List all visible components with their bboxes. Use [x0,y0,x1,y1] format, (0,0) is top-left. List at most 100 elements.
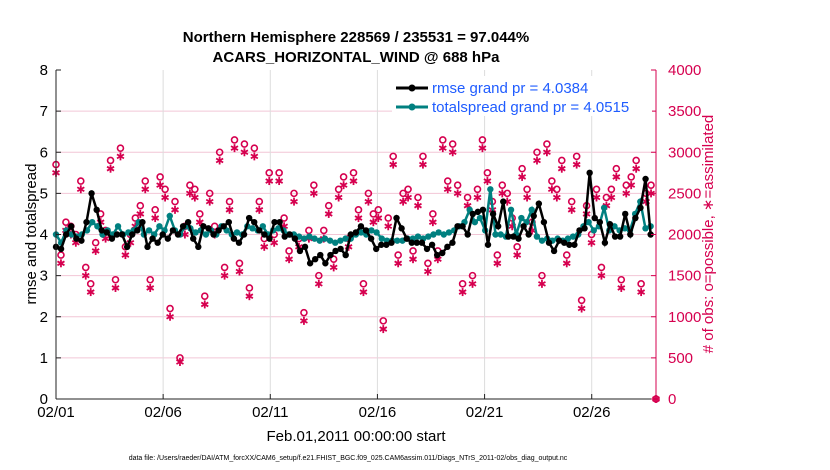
assimilated-marker [523,193,532,202]
assimilated-marker [91,246,100,255]
possible-marker [116,144,125,152]
right-tick-label: 2000 [668,227,701,244]
rmse-point [616,233,624,240]
y-axis-right-label: # of obs: o=possible, ∗=assimilated [700,115,717,354]
asterisk-stroke [414,202,422,209]
assimilated-marker [547,185,556,194]
possible-marker [448,140,457,148]
rmse-point [332,247,339,255]
rmse-point [347,231,354,238]
asterisk-stroke [116,153,125,160]
possible-marker [468,271,477,280]
possible-marker [329,255,338,263]
series-lines [52,169,654,267]
assimilated-marker [309,189,318,198]
asterisk-stroke [324,211,333,217]
possible-marker [81,263,90,272]
possible-marker [171,197,179,206]
possible-marker [622,181,631,189]
rmse-point [296,247,304,255]
rmse-point [464,231,471,238]
rmse-point [611,233,619,240]
assimilated-marker [423,267,432,276]
possible-marker [627,173,636,181]
asterisk-stroke [483,178,492,184]
spread-point [326,237,334,244]
rmse-point [220,223,227,230]
rmse-point [647,231,654,238]
y-tick-label: 5 [40,185,48,202]
rmse-point [622,210,629,218]
asterisk-stroke [552,194,561,201]
right-tick-label: 4000 [668,62,701,79]
possible-marker [389,152,397,161]
asterisk-stroke [364,198,373,205]
spread-point [440,231,448,238]
possible-marker [324,201,333,210]
rmse-point [469,210,476,218]
possible-marker [404,185,412,194]
assimilated-marker [151,214,160,223]
asterisk-stroke [399,198,408,205]
rmse-point [510,233,517,240]
asterisk-stroke [597,272,606,279]
rmse-point [149,235,156,242]
assimilated-marker [493,259,502,268]
rmse-point [428,241,436,248]
possible-marker [612,164,621,173]
spread-point [569,233,577,240]
asterisk-stroke [468,281,477,287]
rmse-point [372,245,380,253]
possible-marker [265,169,274,177]
assimilated-marker [230,144,239,153]
rmse-point [327,251,334,259]
spread-point [373,229,380,236]
rmse-point [301,243,309,251]
asterisk-stroke [409,256,417,262]
legend-spread-marker [408,103,416,111]
rmse-point [576,227,583,234]
rmse-point [408,239,415,246]
right-tick-label: 3000 [668,144,701,161]
right-tick-label: 500 [668,350,693,367]
rmse-point [388,239,395,246]
y-tick-label: 6 [40,144,48,161]
asterisk-stroke [349,178,358,184]
asterisk-stroke [587,239,596,246]
rmse-point [581,225,588,232]
spread-point [394,237,401,244]
possible-marker [131,214,140,222]
asterisk-stroke [285,256,294,262]
rmse-point [632,214,639,222]
asterisk-stroke [334,194,343,201]
right-tick-label: 2500 [668,185,701,202]
spread-point [342,235,349,242]
assimilated-marker [538,279,546,288]
possible-marker [429,210,437,218]
rmse-point [281,233,288,240]
rmse-point [545,239,553,246]
assimilated-marker [632,164,641,173]
rmse-point [129,231,136,238]
x-tick-label: 02/11 [252,404,288,421]
possible-marker [384,214,393,222]
rmse-point [174,231,182,238]
asterisk-stroke [458,289,467,295]
spread-point [166,212,173,220]
rmse-point [398,225,405,232]
rmse-point [566,241,573,248]
possible-marker [280,214,288,222]
rmse-point [78,237,85,244]
asterisk-stroke [384,223,393,230]
obs-markers [52,136,660,403]
possible-marker [290,189,298,198]
right-tick-label: 0 [668,391,676,408]
possible-marker [453,181,462,189]
rmse-point [190,235,197,242]
asterisk-stroke [622,190,631,197]
asterisk-stroke [389,161,398,168]
asterisk-stroke [513,252,522,258]
rmse-point [159,231,166,238]
asterisk-stroke [567,207,576,213]
assimilated-marker [349,177,358,186]
